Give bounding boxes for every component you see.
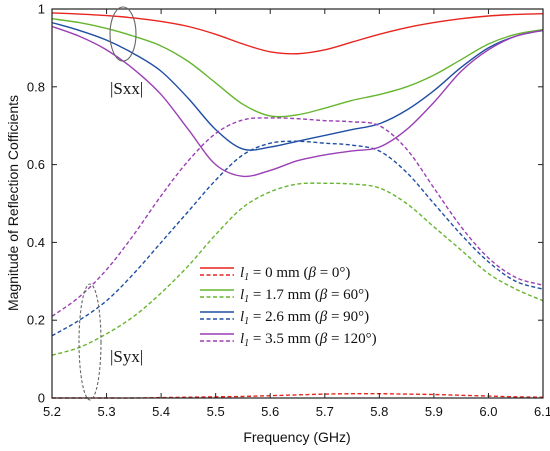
tick-layer: 5.2 5.3 5.4 5.5 5.6 5.7 5.8 5.9 6.0 6.1 0 0.2 0.4 0.6… bbox=[27, 2, 550, 420]
legend-label: l1 = 1.7 mm (β = 60°) bbox=[240, 287, 369, 305]
sxx-annotation: |Sxx| bbox=[109, 6, 143, 98]
series-line-6 bbox=[51, 25, 544, 178]
series-line-2 bbox=[51, 18, 544, 118]
series-line-7 bbox=[51, 117, 544, 317]
y-tick-label: 0.8 bbox=[27, 79, 45, 94]
sxx-ellipse bbox=[109, 6, 137, 62]
legend-label: l1 = 0 mm (β = 0°) bbox=[240, 265, 350, 283]
x-axis-title: Frequency (GHz) bbox=[243, 429, 350, 445]
plot-background bbox=[52, 9, 543, 398]
y-tick-label: 0.4 bbox=[27, 235, 45, 250]
x-tick-label: 5.9 bbox=[425, 404, 443, 419]
x-tick-label: 5.7 bbox=[316, 404, 334, 419]
x-tick-label: 6.0 bbox=[479, 404, 497, 419]
syx-ellipse bbox=[78, 283, 102, 401]
series-line-5 bbox=[51, 140, 544, 337]
x-tick-label: 5.6 bbox=[261, 404, 279, 419]
legend-label: l1 = 3.5 mm (β = 120°) bbox=[240, 331, 377, 349]
y-tick-label: 0.6 bbox=[27, 157, 45, 172]
legend-label: l1 = 2.6 mm (β = 90°) bbox=[240, 309, 369, 327]
syx-label: |Syx| bbox=[110, 347, 143, 366]
x-tick-label: 5.3 bbox=[98, 404, 116, 419]
x-tick-label: 6.1 bbox=[534, 404, 550, 419]
y-axis-title: Magnitude of Reflection Cofficients bbox=[5, 95, 21, 311]
x-tick-label: 5.8 bbox=[370, 404, 388, 419]
x-tick-label: 5.4 bbox=[152, 404, 170, 419]
y-tick-label: 0.2 bbox=[27, 313, 45, 328]
syx-annotation: |Syx| bbox=[78, 283, 143, 401]
x-tick-label: 5.2 bbox=[43, 404, 61, 419]
legend: l1 = 0 mm (β = 0°) l1 = 1.7 mm (β = 60°) l… bbox=[200, 265, 377, 349]
y-tick-label: 1 bbox=[38, 2, 45, 17]
y-tick-label: 0 bbox=[38, 391, 45, 406]
x-tick-label: 5.5 bbox=[207, 404, 225, 419]
sxx-label: |Sxx| bbox=[110, 79, 143, 98]
series-line-3 bbox=[51, 182, 544, 356]
plot-frame bbox=[51, 8, 544, 399]
